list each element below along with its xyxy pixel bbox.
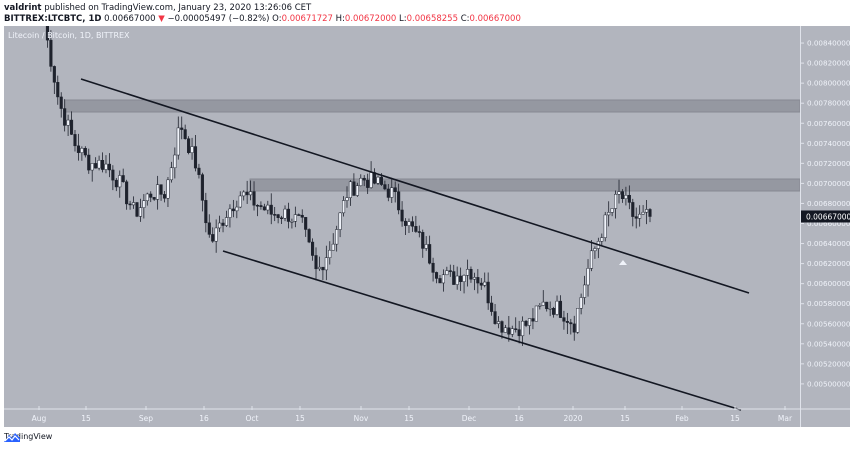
price-tick-label: 0.00680000 [807,199,850,208]
price-tick-label: 0.00600000 [807,279,850,288]
arrow-up-icon [619,260,627,265]
price-tick-label: 0.00560000 [807,319,850,328]
high-value: 0.00672000 [344,14,397,24]
price-tick-label: 0.00780000 [807,99,850,108]
time-tick-label: Mar [778,414,793,423]
price-tick-label: 0.00800000 [807,79,850,88]
high-label: H: [335,14,345,24]
price-tick-label: 0.00820000 [807,59,850,68]
time-tick-label: Aug [32,414,47,423]
time-tick-label: Feb [675,414,689,423]
price-tick-label: 0.00620000 [807,259,850,268]
upper-trendline[interactable] [80,78,750,294]
open-value: 0.00671727 [281,14,333,24]
last-price-badge [801,210,850,223]
price-tick-label: 0.00760000 [807,119,850,128]
open-label: O: [272,14,282,24]
author-name[interactable]: valdrint [4,3,42,13]
time-tick-label: Dec [462,414,477,423]
price-tick-label: 0.00500000 [807,379,850,388]
time-tick-label: Nov [354,414,369,423]
symbol-info-bar: BITTREX:LTCBTC, 1D 0.00667000 ▼ −0.00005… [4,14,521,24]
price-tick-label: 0.00660000 [807,219,850,228]
close-value: 0.00667000 [469,14,521,24]
time-tick-label: Oct [246,414,259,423]
close-label: C: [460,14,470,24]
tradingview-logo-icon [4,433,20,442]
time-tick-label: 15 [404,414,414,423]
down-arrow-icon: ▼ [158,14,165,24]
time-tick-label: 15 [620,414,630,423]
publish-info: valdrint published on TradingView.com, J… [4,3,311,13]
chart-canvas[interactable]: Aug 15 Sep 16 Oct 15 Nov 15 Dec 16 2020 15 Feb 15 Mar [4,26,850,427]
lower-trendline[interactable] [222,250,742,411]
price-tick-label: 0.00540000 [807,339,850,348]
time-tick-label: 2020 [563,414,582,423]
last-price-label: 0.00667000 [806,212,850,221]
brand-name: TradingView [4,432,53,441]
time-tick-label: 16 [514,414,524,423]
price-change: −0.00005497 (−0.82%) [167,14,270,24]
time-tick-label: 16 [199,414,209,423]
price-tick-label: 0.00580000 [807,299,850,308]
price-tick-label: 0.00520000 [807,359,850,368]
low-value: 0.00658255 [406,14,458,24]
resistance-zone-upper[interactable] [64,99,801,113]
price-axis-labels: 0.00840000 0.00820000 0.00800000 0.00780000… [801,39,850,410]
price-tick-label: 0.00840000 [807,39,850,48]
price-tick-label: 0.00720000 [807,159,850,168]
time-tick-label: 15 [295,414,305,423]
tradingview-brand[interactable]: TradingView [4,432,53,442]
price-tick-label: 0.00740000 [807,139,850,148]
low-label: L: [399,14,407,24]
price-tick-label: 0.00700000 [807,179,850,188]
candles [45,26,652,346]
chart-area[interactable]: Aug 15 Sep 16 Oct 15 Nov 15 Dec 16 2020 15 Feb 15 Mar … [4,26,850,427]
time-tick-label: 15 [81,414,91,423]
price-axis[interactable]: 0.00840000 0.00820000 0.00800000 0.00780000… [800,26,850,427]
published-text: published on TradingView.com, January 23… [44,3,312,13]
time-tick-label: Sep [139,414,153,423]
price-tick-label: 0.00640000 [807,239,850,248]
resistance-zone-lower[interactable] [249,178,801,192]
time-tick-label: 15 [730,414,740,423]
symbol-label: BITTREX:LTCBTC, 1D [4,14,102,24]
last-price: 0.00667000 [104,14,156,24]
chart-title: Litecoin / Bitcoin, 1D, BITTREX [8,31,130,40]
